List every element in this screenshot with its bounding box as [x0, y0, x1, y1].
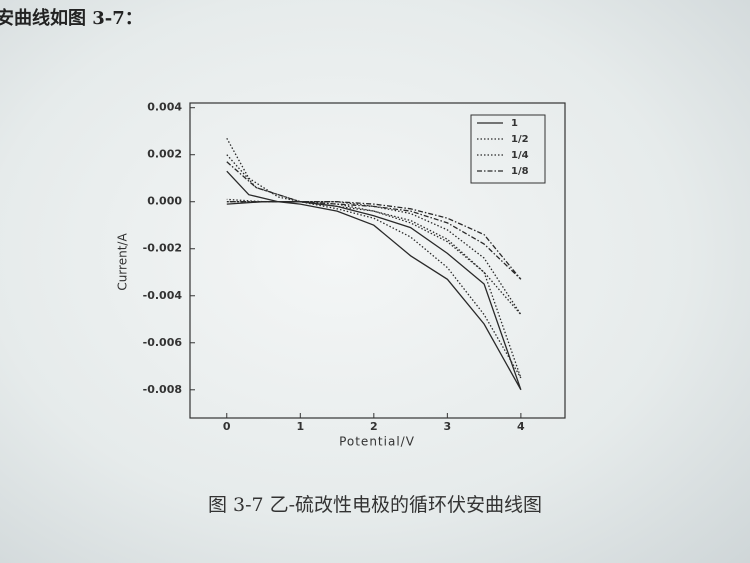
plot-frame [189, 102, 566, 419]
x-tick-label: 3 [444, 420, 452, 433]
x-tick-label: 1 [296, 420, 304, 433]
x-axis-label: Potential/V [339, 435, 415, 449]
legend-label: 1/2 [511, 134, 529, 145]
body-text: 安曲线如图 3-7： [0, 8, 143, 29]
cv-curve [226, 161, 522, 280]
y-tick-label: -0.008 [143, 383, 182, 396]
y-tick-label: -0.006 [143, 336, 183, 349]
y-tick-label: 0.000 [147, 195, 182, 208]
legend-box [470, 114, 546, 184]
x-tick-label: 2 [370, 420, 378, 433]
legend-label: 1/8 [511, 166, 529, 177]
legend-label: 1/4 [511, 150, 529, 161]
x-tick-label: 4 [517, 420, 525, 433]
figure-caption: 图 3-7 乙-硫改性电极的循环伏安曲线图 [207, 494, 543, 516]
cv-curve [226, 154, 522, 316]
cv-curve [226, 137, 522, 379]
y-tick-label: -0.004 [143, 289, 183, 302]
y-tick-label: 0.004 [147, 101, 182, 114]
legend-label: 1 [511, 118, 518, 129]
y-tick-label: 0.002 [147, 148, 182, 161]
y-axis-label: Current/A [116, 233, 130, 291]
y-tick-label: -0.002 [143, 242, 182, 255]
x-tick-label: 0 [223, 420, 231, 433]
cv-curve [226, 170, 522, 391]
